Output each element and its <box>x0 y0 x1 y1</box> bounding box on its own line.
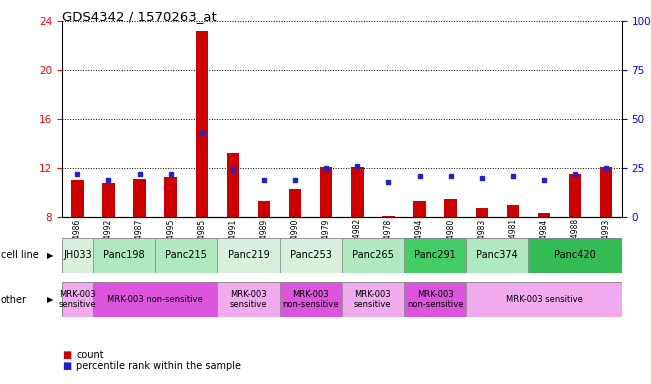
Bar <box>404 238 466 273</box>
Text: MRK-003
non-sensitive: MRK-003 non-sensitive <box>407 290 464 309</box>
Bar <box>569 174 581 217</box>
Bar <box>404 282 466 317</box>
Bar <box>289 189 301 217</box>
Bar <box>342 238 404 273</box>
Bar <box>351 167 363 217</box>
Bar <box>382 216 395 217</box>
Bar <box>155 238 217 273</box>
Text: Panc420: Panc420 <box>554 250 596 260</box>
Text: cell line: cell line <box>1 250 38 260</box>
Text: percentile rank within the sample: percentile rank within the sample <box>76 361 241 371</box>
Bar <box>62 238 93 273</box>
Text: ■: ■ <box>62 350 71 360</box>
Text: Panc253: Panc253 <box>290 250 331 260</box>
Bar <box>71 180 83 217</box>
Bar <box>102 183 115 217</box>
Bar <box>93 238 155 273</box>
Bar <box>165 177 177 217</box>
Bar <box>320 167 333 217</box>
Text: ■: ■ <box>62 361 71 371</box>
Text: ▶: ▶ <box>47 251 53 260</box>
Text: JH033: JH033 <box>63 250 92 260</box>
Bar <box>529 238 622 273</box>
Bar <box>342 282 404 317</box>
Bar <box>133 179 146 217</box>
Bar <box>195 31 208 217</box>
Bar <box>227 153 239 217</box>
Text: count: count <box>76 350 104 360</box>
Text: MRK-003
sensitive: MRK-003 sensitive <box>230 290 268 309</box>
Bar <box>279 238 342 273</box>
Text: Panc265: Panc265 <box>352 250 394 260</box>
Bar <box>413 201 426 217</box>
Bar <box>217 238 279 273</box>
Bar <box>466 282 622 317</box>
Bar <box>538 213 550 217</box>
Text: Panc215: Panc215 <box>165 250 207 260</box>
Bar <box>475 209 488 217</box>
Text: other: other <box>1 295 27 305</box>
Bar <box>258 201 270 217</box>
Text: MRK-003
sensitive: MRK-003 sensitive <box>59 290 96 309</box>
Bar <box>217 282 279 317</box>
Text: MRK-003 non-sensitive: MRK-003 non-sensitive <box>107 295 203 304</box>
Bar <box>62 282 93 317</box>
Bar <box>279 282 342 317</box>
Text: GDS4342 / 1570263_at: GDS4342 / 1570263_at <box>62 10 217 23</box>
Text: ▶: ▶ <box>47 295 53 304</box>
Text: Panc198: Panc198 <box>104 250 145 260</box>
Bar <box>600 167 613 217</box>
Bar <box>93 282 217 317</box>
Text: MRK-003
non-sensitive: MRK-003 non-sensitive <box>283 290 339 309</box>
Bar <box>506 205 519 217</box>
Text: Panc374: Panc374 <box>477 250 518 260</box>
Text: MRK-003 sensitive: MRK-003 sensitive <box>506 295 583 304</box>
Bar <box>445 199 457 217</box>
Bar <box>466 238 529 273</box>
Text: MRK-003
sensitive: MRK-003 sensitive <box>354 290 392 309</box>
Text: Panc291: Panc291 <box>414 250 456 260</box>
Text: Panc219: Panc219 <box>228 250 270 260</box>
